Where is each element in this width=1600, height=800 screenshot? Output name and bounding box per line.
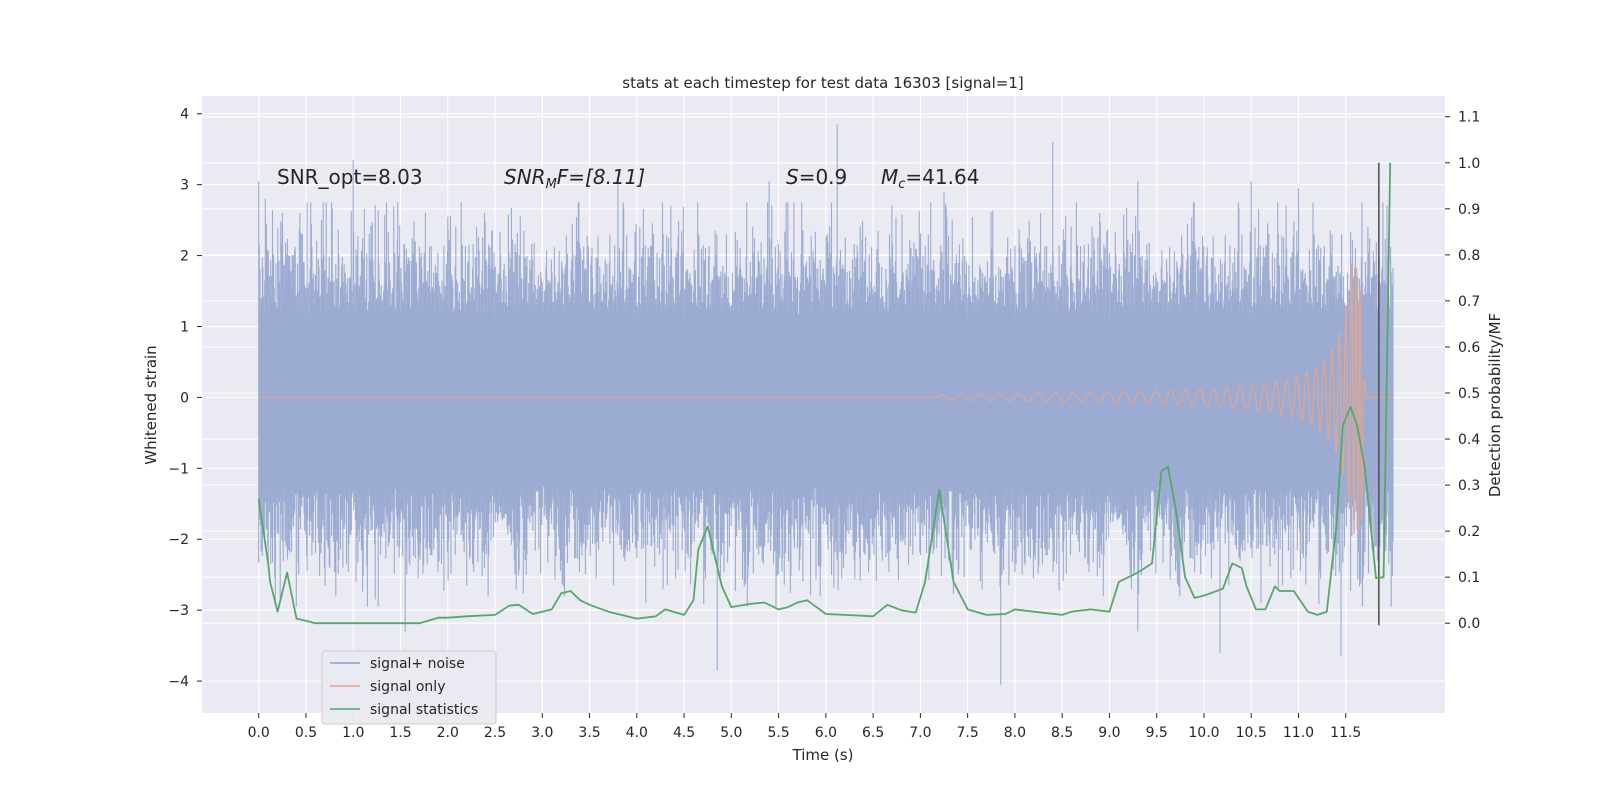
y-tick-label-left: 4 xyxy=(180,107,189,123)
y-tick-label-left: −4 xyxy=(168,674,189,690)
legend-label-signal-noise: signal+ noise xyxy=(370,656,465,672)
legend-label-signal-only: signal only xyxy=(370,679,445,695)
x-tick-label: 6.5 xyxy=(862,725,884,741)
y-tick-label-right: 0.8 xyxy=(1458,248,1480,264)
annotation-mc: Mc=41.64 xyxy=(881,165,979,192)
y-tick-label-right: 0.0 xyxy=(1458,616,1480,632)
x-tick-label: 9.0 xyxy=(1098,725,1120,741)
y-tick-label-right: 0.4 xyxy=(1458,432,1480,448)
y-tick-label-right: 0.1 xyxy=(1458,570,1480,586)
y-tick-label-right: 0.2 xyxy=(1458,524,1480,540)
annotation-mc-sub: c xyxy=(898,177,905,192)
x-tick-label: 7.0 xyxy=(909,725,931,741)
annotation-s-label: S xyxy=(786,165,799,189)
x-tick-label: 8.5 xyxy=(1051,725,1073,741)
x-tick-label: 9.5 xyxy=(1146,725,1168,741)
x-tick-label: 11.5 xyxy=(1330,725,1361,741)
y-tick-label-right: 0.7 xyxy=(1458,294,1480,310)
annotation-s-value: =0.9 xyxy=(799,165,848,189)
axes: 0.0 0.5 1.0 1.5 2.0 2.5 3.0 3.5 4.0 4.5 5.0 5.5 6.0 6… xyxy=(168,107,1480,741)
annotations: SNR_opt=8.03 SNRMF=[8.11] S=0.9 Mc=41.64 xyxy=(277,165,979,192)
y-tick-label-right: 0.6 xyxy=(1458,340,1480,356)
x-tick-label: 0.5 xyxy=(295,725,317,741)
x-tick-label: 3.5 xyxy=(578,725,600,741)
x-tick-label: 10.0 xyxy=(1188,725,1219,741)
x-tick-label: 10.5 xyxy=(1236,725,1267,741)
x-tick-label: 3.0 xyxy=(531,725,553,741)
x-tick-label: 1.5 xyxy=(389,725,411,741)
y-tick-label-right: 0.3 xyxy=(1458,478,1480,494)
y-tick-label-left: 3 xyxy=(180,178,189,194)
y-tick-label-right: 0.5 xyxy=(1458,386,1480,402)
y-axis-label-left: Whitened strain xyxy=(142,345,160,464)
x-tick-label: 4.5 xyxy=(673,725,695,741)
legend-label-signal-statistics: signal statistics xyxy=(370,702,478,718)
x-tick-label: 2.0 xyxy=(437,725,459,741)
y-tick-label-right: 1.1 xyxy=(1458,110,1480,126)
y-axis-label-right: Detection probability/MF xyxy=(1486,313,1504,497)
annotation-snr-mf-label: SNR xyxy=(504,165,546,189)
series-signal-only xyxy=(258,263,1393,535)
y-tick-label-right: 0.9 xyxy=(1458,202,1480,218)
y-tick-label-left: −1 xyxy=(168,461,189,477)
annotation-snr-mf-f: F=[8.11] xyxy=(557,165,645,189)
y-tick-label-left: 2 xyxy=(180,249,189,265)
y-tick-label-left: 1 xyxy=(180,319,189,335)
series-signal-noise xyxy=(258,124,1394,685)
annotation-mc-value: =41.64 xyxy=(905,165,979,189)
x-tick-label: 4.0 xyxy=(626,725,648,741)
x-tick-label: 2.5 xyxy=(484,725,506,741)
series-signal-statistics xyxy=(257,162,1392,625)
annotation-s: S=0.9 xyxy=(786,165,847,189)
x-tick-label: 5.5 xyxy=(767,725,789,741)
annotation-mc-label: M xyxy=(881,165,898,189)
annotation-snr-opt: SNR_opt=8.03 xyxy=(277,165,423,189)
legend-box xyxy=(321,650,497,725)
y-tick-label-left: −2 xyxy=(168,532,189,548)
x-tick-label: 8.0 xyxy=(1004,725,1026,741)
x-tick-label: 7.5 xyxy=(957,725,979,741)
annotation-snr-mf: SNRMF=[8.11] xyxy=(504,165,645,192)
legend: signal+ noise signal only signal statist… xyxy=(321,650,497,725)
y-tick-label-left: 0 xyxy=(180,390,189,406)
x-tick-label: 0.0 xyxy=(248,725,270,741)
plot-area xyxy=(257,124,1394,685)
x-tick-label: 1.0 xyxy=(342,725,364,741)
x-tick-label: 5.0 xyxy=(720,725,742,741)
y-tick-label-left: −3 xyxy=(168,603,189,619)
x-tick-label: 6.0 xyxy=(815,725,837,741)
annotation-snr-mf-sub: M xyxy=(546,177,557,192)
x-tick-label: 11.0 xyxy=(1283,725,1314,741)
chart-title: stats at each timestep for test data 163… xyxy=(622,74,1023,92)
x-axis-label: Time (s) xyxy=(792,746,854,764)
y-tick-label-right: 1.0 xyxy=(1458,156,1480,172)
